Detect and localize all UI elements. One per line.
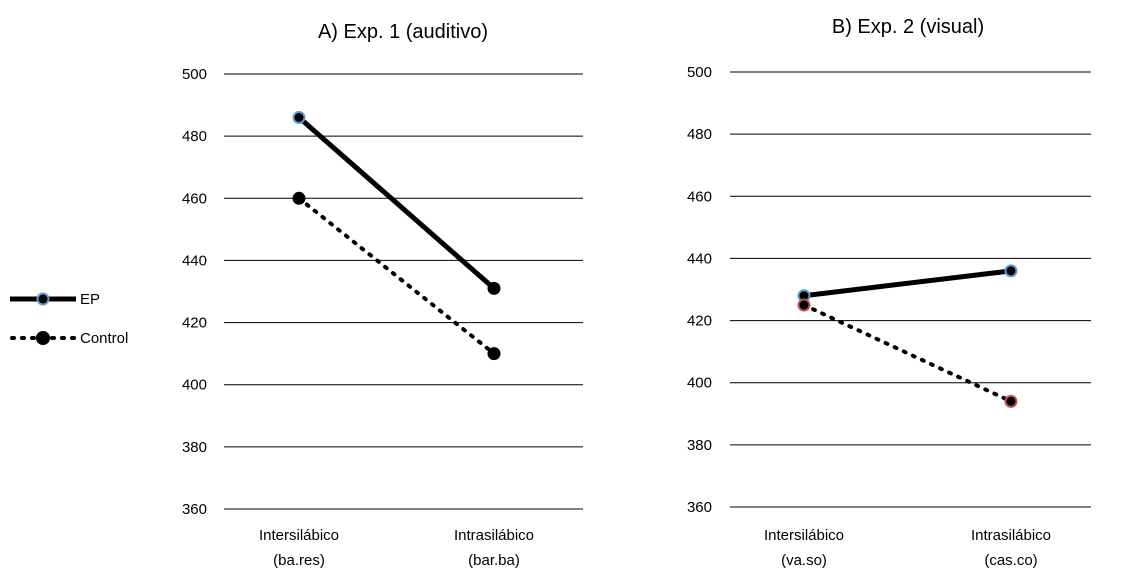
x-tick-label: (cas.co) [984,552,1037,569]
data-point-control [292,191,306,205]
x-tick-label: Intersilábico [259,527,339,544]
x-tick-label: (va.so) [781,552,827,569]
series-line-ep [297,115,496,291]
series-line-control [802,303,1013,404]
y-tick-label: 500 [687,64,712,81]
legend: EP Control [10,291,128,347]
chart-panel-2: B) Exp. 2 (visual) 360 380 400 420 440 460 480 5… [687,16,1091,569]
x-tick-label: Intrasilábico [971,527,1051,544]
y-tick-label: 480 [182,128,207,145]
data-point-control [797,298,811,312]
legend-label-ep: EP [80,291,100,308]
y-tick-label: 420 [182,315,207,332]
x-tick-label: (bar.ba) [468,552,520,569]
series-line-ep [803,268,1012,299]
chart-title: A) Exp. 1 (auditivo) [318,21,488,43]
y-tick-label: 360 [687,499,712,516]
y-tick-label: 420 [687,313,712,330]
x-tick-label: Intersilábico [764,527,844,544]
y-tick-label: 380 [687,437,712,454]
y-tick-label: 480 [687,126,712,143]
y-tick-label: 460 [687,188,712,205]
chart-panel-1: A) Exp. 1 (auditivo) 360 380 400 420 440 460 48… [182,21,583,569]
data-point-ep [1004,264,1018,278]
x-tick-label: Intrasilábico [454,527,534,544]
data-point-ep [292,111,306,124]
y-tick-label: 400 [687,375,712,392]
legend-marker-ep [36,292,50,306]
y-tick-label: 500 [182,66,207,83]
y-tick-label: 380 [182,439,207,456]
data-point-control [1004,394,1018,408]
y-tick-label: 460 [182,190,207,207]
y-tick-label: 400 [182,377,207,394]
y-tick-label: 440 [182,252,207,269]
chart-title: B) Exp. 2 (visual) [832,16,984,38]
legend-label-control: Control [80,330,128,347]
data-point-ep [487,281,501,295]
series-line-control [297,196,496,356]
y-tick-label: 440 [687,250,712,267]
legend-marker-control [36,331,50,345]
x-tick-label: (ba.res) [273,552,325,569]
data-point-control [487,347,501,361]
y-tick-label: 360 [182,501,207,518]
